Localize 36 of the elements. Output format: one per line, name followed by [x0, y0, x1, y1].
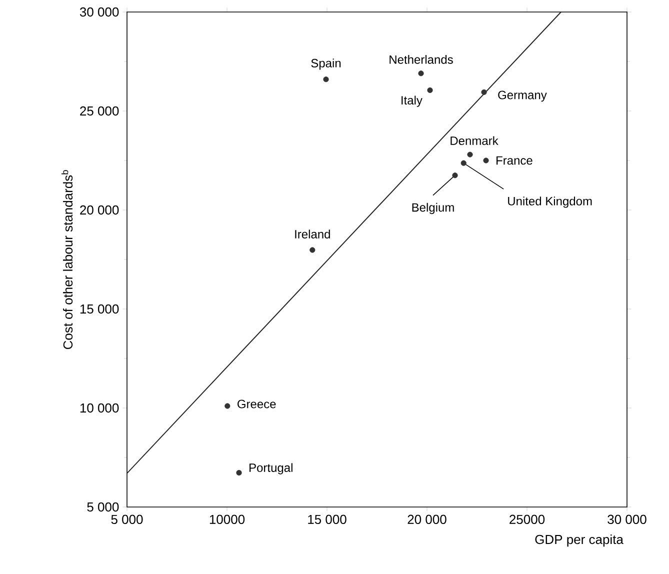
annotation: United Kingdom [508, 196, 592, 208]
point [481, 89, 487, 95]
point [427, 87, 433, 94]
point [460, 160, 466, 166]
point [236, 470, 242, 476]
point [483, 158, 489, 164]
y-axis-title: Cost of other labour standards$^{b}$ [62, 170, 73, 350]
annotation: Italy [402, 96, 422, 107]
x-tick-label: 25000 [510, 514, 545, 524]
x-tick-label: 30 000 [608, 514, 646, 524]
annotation: Netherlands [390, 55, 453, 64]
annotation: Germany [498, 90, 547, 102]
annotation: Ireland [295, 230, 330, 238]
y-tick-label: 15 000 [80, 304, 119, 314]
x-tick-label: 20 000 [408, 514, 446, 524]
x-axis-title: GDP per capita [535, 534, 624, 547]
annotation: Portugal [250, 463, 292, 474]
x-tick-label: 5 000 [111, 514, 143, 524]
annotation: Greece [238, 400, 276, 408]
annotation: Spain [311, 58, 341, 70]
annotation: France [496, 156, 532, 165]
annotation: Denmark [450, 136, 498, 146]
y-tick-label: 30 000 [80, 7, 119, 17]
y-tick-label: 25 000 [80, 106, 119, 116]
y-tick-label: 10 000 [80, 403, 119, 413]
point [323, 76, 329, 82]
point [310, 247, 316, 253]
y-tick-label: 20 000 [80, 205, 119, 215]
y-tick-label: 5 000 [87, 502, 119, 512]
point [452, 172, 458, 178]
x-tick-label: 10000 [210, 514, 245, 524]
point [224, 403, 230, 409]
x-tick-label: 15 000 [308, 514, 346, 524]
point [467, 152, 473, 158]
annotation: Belgium [412, 202, 454, 214]
point [418, 70, 424, 76]
